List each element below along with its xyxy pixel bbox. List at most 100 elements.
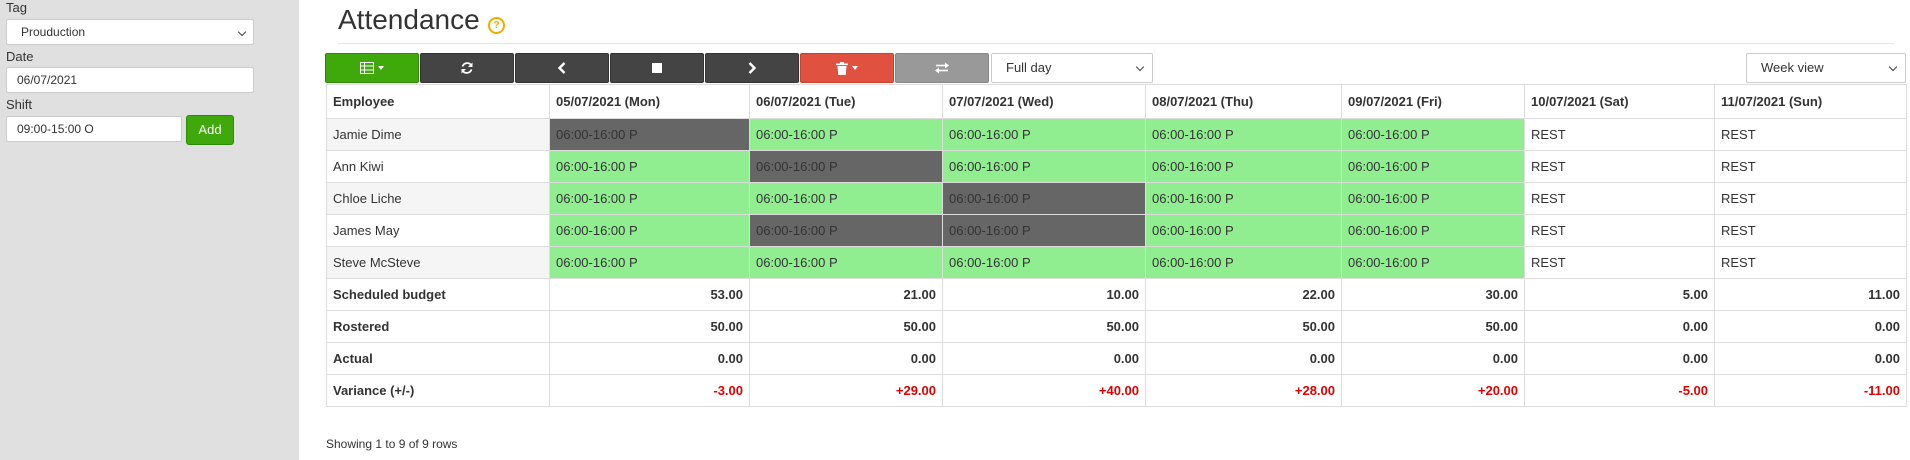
shift-cell[interactable]: REST [1524,182,1715,215]
variance-value: +29.00 [749,374,943,407]
shift-cell[interactable]: 06:00-16:00 P [942,246,1146,279]
shift-cell[interactable]: 06:00-16:00 P [1341,182,1525,215]
shift-cell[interactable]: 06:00-16:00 P [1341,150,1525,183]
previous-button[interactable] [515,53,609,83]
shift-cell[interactable]: 06:00-16:00 P [1145,150,1342,183]
shift-cell[interactable]: 06:00-16:00 P [749,150,943,183]
summary-value: 0.00 [1145,342,1342,375]
caret-down-icon [852,66,858,70]
shift-label: Shift [6,97,33,112]
shift-cell[interactable]: 06:00-16:00 P [1145,246,1342,279]
shift-cell[interactable]: 06:00-16:00 P [1145,214,1342,247]
next-button[interactable] [705,53,799,83]
summary-value: 11.00 [1714,278,1907,311]
view-select[interactable]: Week view [1746,53,1906,83]
summary-row-rostered: Rostered 50.00 50.00 50.00 50.00 50.00 0… [326,310,1907,343]
summary-value: 0.00 [1714,342,1907,375]
shift-cell[interactable]: 06:00-16:00 P [549,182,750,215]
column-header-day[interactable]: 05/07/2021 (Mon) [549,84,750,119]
attendance-table: Employee 05/07/2021 (Mon) 06/07/2021 (Tu… [326,84,1907,407]
shift-cell[interactable]: 06:00-16:00 P [549,150,750,183]
shift-cell[interactable]: 06:00-16:00 P [1341,214,1525,247]
shift-cell[interactable]: REST [1714,150,1907,183]
shift-cell[interactable]: 06:00-16:00 P [942,150,1146,183]
summary-value: 22.00 [1145,278,1342,311]
table-row: Chloe Liche 06:00-16:00 P 06:00-16:00 P … [326,182,1907,215]
summary-value: 0.00 [1524,342,1715,375]
refresh-icon [461,62,473,74]
column-header-day[interactable]: 07/07/2021 (Wed) [942,84,1146,119]
table-row: Jamie Dime 06:00-16:00 P 06:00-16:00 P 0… [326,118,1907,151]
shift-cell[interactable]: 06:00-16:00 P [1145,182,1342,215]
summary-value: 21.00 [749,278,943,311]
shift-cell[interactable]: 06:00-16:00 P [749,214,943,247]
shift-cell[interactable]: 06:00-16:00 P [749,246,943,279]
summary-value: 50.00 [942,310,1146,343]
summary-value: 5.00 [1524,278,1715,311]
help-icon[interactable]: ? [488,17,505,34]
shift-cell[interactable]: 06:00-16:00 P [749,118,943,151]
column-header-day[interactable]: 10/07/2021 (Sat) [1524,84,1715,119]
shift-cell[interactable]: 06:00-16:00 P [942,214,1146,247]
shift-cell[interactable]: 06:00-16:00 P [1341,246,1525,279]
summary-label: Scheduled budget [326,278,550,311]
shift-cell[interactable]: REST [1524,246,1715,279]
refresh-button[interactable] [420,53,514,83]
column-header-day[interactable]: 11/07/2021 (Sun) [1714,84,1907,119]
summary-value: 0.00 [1714,310,1907,343]
column-header-employee[interactable]: Employee [326,84,550,119]
shift-cell[interactable]: REST [1714,214,1907,247]
shift-cell[interactable]: 06:00-16:00 P [942,118,1146,151]
shift-cell[interactable]: 06:00-16:00 P [549,246,750,279]
summary-value: 50.00 [1341,310,1525,343]
employee-name: James May [326,214,550,247]
column-header-day[interactable]: 08/07/2021 (Thu) [1145,84,1342,119]
employee-name: Ann Kiwi [326,150,550,183]
variance-value: +28.00 [1145,374,1342,407]
summary-value: 0.00 [1524,310,1715,343]
shift-cell[interactable]: 06:00-16:00 P [549,214,750,247]
summary-row-variance: Variance (+/-) -3.00 +29.00 +40.00 +28.0… [326,374,1907,407]
table-row: James May 06:00-16:00 P 06:00-16:00 P 06… [326,214,1907,247]
column-header-day[interactable]: 06/07/2021 (Tue) [749,84,943,119]
summary-row-actual: Actual 0.00 0.00 0.00 0.00 0.00 0.00 0.0… [326,342,1907,375]
summary-row-scheduled-budget: Scheduled budget 53.00 21.00 10.00 22.00… [326,278,1907,311]
period-select[interactable]: Full day [991,53,1153,83]
variance-value: +40.00 [942,374,1146,407]
summary-label: Actual [326,342,550,375]
summary-label: Variance (+/-) [326,374,550,407]
date-input[interactable]: 06/07/2021 [6,67,254,93]
shift-cell[interactable]: 06:00-16:00 P [549,118,750,151]
swap-icon [935,62,949,74]
shift-cell[interactable]: REST [1714,246,1907,279]
variance-value: +20.00 [1341,374,1525,407]
swap-button[interactable] [895,53,989,83]
tag-select[interactable]: Prouduction [6,19,254,45]
add-button[interactable]: Add [186,115,234,145]
summary-value: 0.00 [942,342,1146,375]
shift-cell[interactable]: REST [1714,118,1907,151]
variance-value: -11.00 [1714,374,1907,407]
shift-cell[interactable]: REST [1524,150,1715,183]
delete-menu-button[interactable] [800,53,894,83]
shift-cell[interactable]: 06:00-16:00 P [1145,118,1342,151]
table-menu-button[interactable] [325,53,419,83]
table-header-row: Employee 05/07/2021 (Mon) 06/07/2021 (Tu… [326,84,1907,119]
caret-down-icon [378,66,384,70]
tag-label: Tag [6,0,27,15]
employee-name: Chloe Liche [326,182,550,215]
employee-name: Steve McSteve [326,246,550,279]
summary-value: 0.00 [549,342,750,375]
column-header-day[interactable]: 09/07/2021 (Fri) [1341,84,1525,119]
shift-cell[interactable]: 06:00-16:00 P [749,182,943,215]
employee-name: Jamie Dime [326,118,550,151]
shift-cell[interactable]: 06:00-16:00 P [1341,118,1525,151]
shift-cell[interactable]: REST [1524,118,1715,151]
shift-cell[interactable]: 06:00-16:00 P [942,182,1146,215]
stop-button[interactable] [610,53,704,83]
shift-cell[interactable]: REST [1524,214,1715,247]
pagination-info: Showing 1 to 9 of 9 rows [326,437,458,451]
shift-input[interactable]: 09:00-15:00 O [6,116,182,142]
sidebar: Tag Prouduction Date 06/07/2021 Shift 09… [0,0,299,460]
shift-cell[interactable]: REST [1714,182,1907,215]
